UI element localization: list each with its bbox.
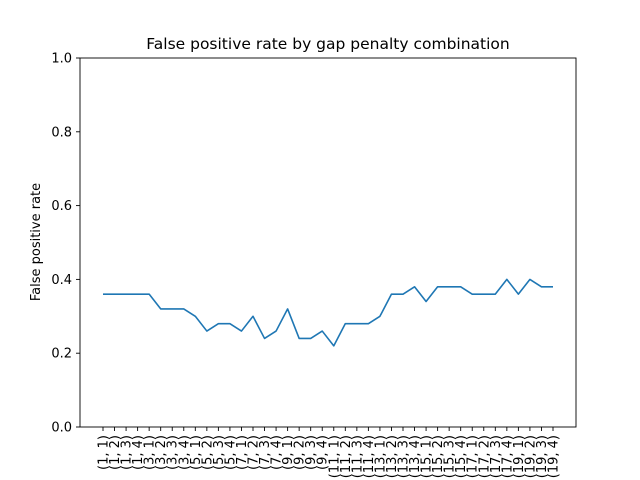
x-tick-label: (17, 1)	[466, 435, 481, 478]
x-tick-label: (13, 3)	[397, 435, 412, 478]
x-tick-label: (9, 2)	[293, 435, 308, 470]
x-tick-label: (3, 3)	[166, 435, 181, 470]
x-tick-label: (13, 2)	[385, 435, 400, 478]
x-tick-label: (9, 1)	[281, 435, 296, 470]
plot-frame	[79, 57, 577, 428]
x-tick-label: (1, 4)	[131, 435, 146, 470]
x-tick-label: (3, 4)	[177, 435, 192, 470]
x-tick-label: (7, 3)	[258, 435, 273, 470]
x-tick-label: (5, 4)	[223, 435, 238, 470]
x-tick-label: (17, 4)	[500, 435, 515, 478]
x-tick-label: (17, 2)	[477, 435, 492, 478]
x-tick-label: (13, 1)	[373, 435, 388, 478]
y-tick-label: 1.0	[51, 52, 72, 67]
x-tick-label: (9, 4)	[316, 435, 331, 470]
x-tick-label: (19, 1)	[512, 435, 527, 478]
x-tick-label: (1, 2)	[108, 435, 123, 470]
x-tick-label: (7, 2)	[247, 435, 262, 470]
x-tick-label: (19, 2)	[523, 435, 538, 478]
x-tick-label: (5, 2)	[200, 435, 215, 470]
x-tick-label: (7, 1)	[235, 435, 250, 470]
x-tick-label: (15, 4)	[454, 435, 469, 478]
x-tick-label: (7, 4)	[270, 435, 285, 470]
x-tick-label: (19, 4)	[547, 435, 562, 478]
y-tick-label: 0.0	[51, 421, 72, 436]
series-line	[103, 278, 553, 347]
x-tick-label: (9, 3)	[304, 435, 319, 470]
x-tick-label: (5, 3)	[212, 435, 227, 470]
x-tick-label: (17, 3)	[489, 435, 504, 478]
x-tick-label: (11, 1)	[327, 435, 342, 478]
x-tick-label: (5, 1)	[189, 435, 204, 470]
y-tick-label: 0.8	[51, 125, 72, 140]
x-tick-label: (15, 3)	[443, 435, 458, 478]
x-tick-label: (19, 3)	[535, 435, 550, 478]
x-tick-label: (1, 1)	[97, 435, 112, 470]
x-tick-label: (11, 3)	[350, 435, 365, 478]
x-tick-label: (3, 1)	[143, 435, 158, 470]
y-tick-label: 0.4	[51, 273, 72, 288]
x-tick-label: (15, 2)	[431, 435, 446, 478]
y-axis-label: False positive rate	[29, 183, 44, 301]
y-tick-label: 0.2	[51, 347, 72, 362]
x-tick-label: (15, 1)	[420, 435, 435, 478]
x-tick-label: (3, 2)	[154, 435, 169, 470]
x-tick-label: (11, 2)	[339, 435, 354, 478]
y-tick-label: 0.6	[51, 199, 72, 214]
chart-title: False positive rate by gap penalty combi…	[146, 35, 509, 53]
plot-area: 0.0 0.2 0.4 0.6 0.8 1.0 (1, 1)(1, 2)(1, 3)(1, …	[51, 52, 577, 478]
x-tick-label: (13, 4)	[408, 435, 423, 478]
x-tick-label: (11, 4)	[362, 435, 377, 478]
x-tick-label: (1, 3)	[120, 435, 135, 470]
